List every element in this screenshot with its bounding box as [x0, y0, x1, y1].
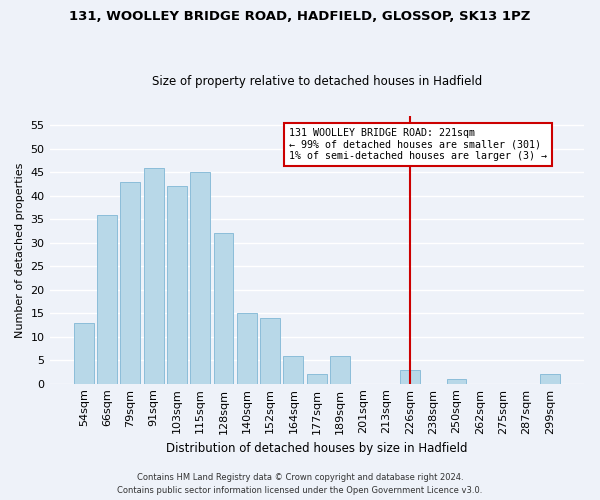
Bar: [307, 374, 326, 384]
Bar: [214, 234, 233, 384]
Bar: [97, 214, 117, 384]
Bar: [74, 322, 94, 384]
Bar: [144, 168, 164, 384]
Text: 131 WOOLLEY BRIDGE ROAD: 221sqm
← 99% of detached houses are smaller (301)
1% of: 131 WOOLLEY BRIDGE ROAD: 221sqm ← 99% of…: [289, 128, 547, 161]
Bar: [167, 186, 187, 384]
Bar: [190, 172, 210, 384]
Title: Size of property relative to detached houses in Hadfield: Size of property relative to detached ho…: [152, 76, 482, 88]
X-axis label: Distribution of detached houses by size in Hadfield: Distribution of detached houses by size …: [166, 442, 467, 455]
Bar: [540, 374, 560, 384]
Bar: [446, 379, 466, 384]
Text: 131, WOOLLEY BRIDGE ROAD, HADFIELD, GLOSSOP, SK13 1PZ: 131, WOOLLEY BRIDGE ROAD, HADFIELD, GLOS…: [70, 10, 530, 23]
Text: Contains HM Land Registry data © Crown copyright and database right 2024.
Contai: Contains HM Land Registry data © Crown c…: [118, 474, 482, 495]
Bar: [330, 356, 350, 384]
Bar: [260, 318, 280, 384]
Bar: [283, 356, 303, 384]
Bar: [400, 370, 420, 384]
Y-axis label: Number of detached properties: Number of detached properties: [15, 162, 25, 338]
Bar: [237, 314, 257, 384]
Bar: [121, 182, 140, 384]
